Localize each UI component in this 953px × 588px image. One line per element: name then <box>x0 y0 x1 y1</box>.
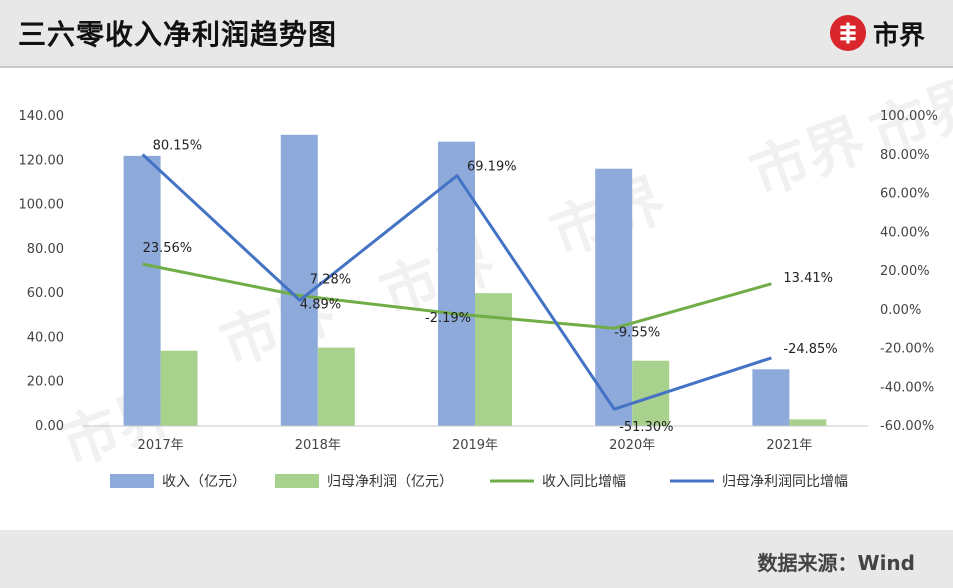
y-right-tick-label: -20.00% <box>880 342 934 357</box>
footer-bar: 数据来源：Wind <box>0 530 953 588</box>
bar-revenue <box>595 168 633 426</box>
y-left-tick-label: 0.00 <box>35 419 64 434</box>
data-label: -9.55% <box>614 325 660 340</box>
bar-revenue <box>752 369 790 426</box>
y-left-tick-label: 60.00 <box>27 286 64 301</box>
legend-label: 收入（亿元） <box>162 474 246 490</box>
data-label-layer: 23.56% 7.28% -2.19% -9.55% 13.41% 80.15% 4.89%… <box>143 138 838 435</box>
y-left-tick-label: 20.00 <box>27 375 64 390</box>
legend-label: 归母净利润同比增幅 <box>722 473 848 490</box>
data-label: 7.28% <box>310 273 351 288</box>
legend-swatch <box>110 474 154 488</box>
y-right-tick-label: -60.00% <box>880 419 934 434</box>
page-title: 三六零收入净利润趋势图 <box>18 18 338 51</box>
bar-revenue <box>123 155 161 426</box>
x-tick-label: 2017年 <box>138 438 184 453</box>
bar-net-profit <box>317 347 355 426</box>
x-tick-label: 2018年 <box>295 438 341 453</box>
data-label: -24.85% <box>783 342 837 357</box>
data-label: 69.19% <box>467 160 517 175</box>
watermark-text: 市界 <box>742 106 874 210</box>
data-label: 13.41% <box>783 271 833 286</box>
legend: 收入（亿元） 归母净利润（亿元） 收入同比增幅 归母净利润同比增幅 <box>110 473 848 490</box>
data-label: -51.30% <box>619 420 673 435</box>
y-right-tick-label: 100.00% <box>880 109 938 124</box>
bar-revenue <box>438 141 475 426</box>
y-left-tick-label: 40.00 <box>27 330 64 345</box>
revenue-growth-line <box>142 262 772 330</box>
bar-revenue <box>280 134 318 427</box>
y-right-tick-label: 80.00% <box>880 148 930 163</box>
y-right-tick-label: 60.00% <box>880 187 930 202</box>
bar-layer <box>123 134 827 427</box>
legend-label: 收入同比增幅 <box>542 474 626 490</box>
bar-net-profit <box>789 419 827 426</box>
x-tick-label: 2020年 <box>609 438 655 453</box>
bar-net-profit <box>475 293 512 426</box>
x-tick-label: 2019年 <box>452 438 498 453</box>
y-left-tick-label: 80.00 <box>27 242 64 257</box>
brand-logo: 市界 <box>829 12 925 54</box>
data-label: 80.15% <box>153 138 203 153</box>
data-source: 数据来源：Wind <box>757 551 915 575</box>
brand-logo-text: 市界 <box>872 20 925 51</box>
y-right-tick-label: 20.00% <box>880 264 930 279</box>
y-left-tick-label: 100.00 <box>19 198 65 213</box>
y-right-tick-label: 0.00% <box>880 303 921 318</box>
x-tick-label: 2021年 <box>766 438 812 453</box>
y-left-tick-label: 120.00 <box>19 153 65 168</box>
header-bar: 三六零收入净利润趋势图 市界 <box>0 0 953 68</box>
bar-net-profit <box>160 350 198 426</box>
line-layer <box>141 153 772 411</box>
legend-label: 归母净利润（亿元） <box>327 473 453 490</box>
data-label: -2.19% <box>425 311 471 326</box>
y-left-tick-label: 140.00 <box>19 109 65 124</box>
legend-swatch <box>275 474 319 488</box>
axis-layer: 0.00 20.00 40.00 60.00 80.00 100.00 120.00 140.… <box>19 109 938 453</box>
data-label: 23.56% <box>143 241 193 256</box>
net-profit-growth-line <box>141 153 772 411</box>
y-right-tick-label: 40.00% <box>880 225 930 240</box>
data-label: 4.89% <box>300 297 341 312</box>
y-right-tick-label: -40.00% <box>880 380 934 395</box>
brand-logo-icon <box>829 14 867 52</box>
